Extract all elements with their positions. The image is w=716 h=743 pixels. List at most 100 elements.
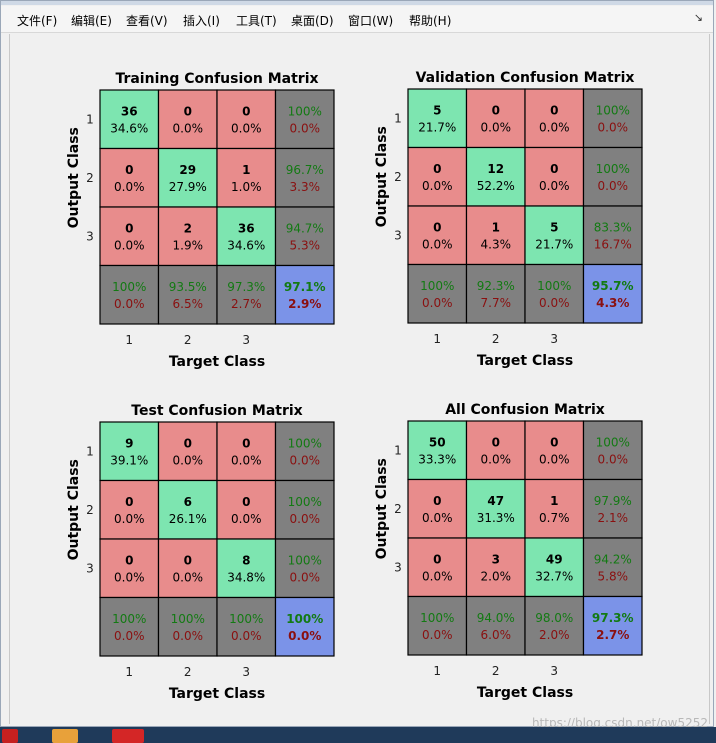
- summary-incorrect: 0.0%: [173, 629, 204, 643]
- matrix-cell: [274, 538, 335, 599]
- cell-percent: 21.7%: [535, 237, 573, 251]
- cell-count: 2: [184, 221, 192, 235]
- matrix-cell: [407, 420, 468, 481]
- matrix-cell: [157, 596, 218, 657]
- cell-percent: 21.7%: [418, 120, 456, 134]
- cell-count: 0: [184, 553, 192, 567]
- matlab-taskbar-icon[interactable]: [52, 729, 78, 743]
- matrix-cell: [274, 206, 335, 267]
- cell-count: 0: [125, 221, 133, 235]
- summary-correct: 97.3%: [227, 280, 265, 294]
- confusion-matrix-panel-3: Test Confusion Matrix939.1%00.0%00.0%100…: [66, 403, 335, 702]
- matrix-cell: [99, 147, 160, 208]
- cell-count: 49: [546, 552, 563, 566]
- confusion-matrix-figure: Training Confusion Matrix3634.6%00.0%00.…: [66, 70, 643, 702]
- taskbar-app-icon[interactable]: [2, 729, 18, 743]
- menu-bar: 文件(F) 编辑(E) 查看(V) 插入(I) 工具(T) 桌面(D) 窗口(W…: [1, 6, 713, 33]
- matrix-cell: [216, 264, 277, 325]
- dock-arrow-icon[interactable]: ↘: [693, 11, 703, 24]
- summary-correct: 100%: [596, 162, 630, 176]
- cell-percent: 34.6%: [110, 121, 148, 135]
- cell-percent: 0.0%: [481, 452, 512, 466]
- matrix-cell: [216, 147, 277, 208]
- y-axis-label: Output Class: [374, 458, 390, 559]
- x-tick-label: 3: [242, 333, 250, 347]
- matrix-cell: [216, 421, 277, 482]
- menu-edit[interactable]: 编辑(E): [71, 14, 112, 28]
- y-tick-label: 3: [86, 229, 94, 243]
- panel-title: Validation Confusion Matrix: [416, 70, 635, 86]
- summary-incorrect: 16.7%: [594, 237, 632, 251]
- summary-incorrect: 6.0%: [481, 628, 512, 642]
- summary-correct: 100%: [420, 611, 454, 625]
- menu-tools[interactable]: 工具(T): [236, 14, 277, 28]
- menu-file[interactable]: 文件(F): [17, 14, 58, 28]
- cell-percent: 0.0%: [422, 511, 453, 525]
- cell-count: 0: [550, 435, 558, 449]
- summary-incorrect: 0.0%: [114, 297, 145, 311]
- summary-incorrect: 0.0%: [598, 120, 629, 134]
- summary-correct: 100%: [288, 553, 322, 567]
- matrix-cell: [465, 88, 526, 149]
- matrix-cell: [465, 595, 526, 656]
- matrix-cell: [582, 146, 643, 207]
- x-tick-label: 1: [433, 332, 441, 346]
- matrix-cell: [274, 479, 335, 540]
- x-axis-label: Target Class: [169, 686, 265, 702]
- title-bar-strip: [1, 1, 713, 5]
- cell-count: 1: [492, 220, 500, 234]
- summary-incorrect: 0.0%: [290, 453, 321, 467]
- matrix-cell: [582, 88, 643, 149]
- cell-count: 1: [550, 494, 558, 508]
- menu-window[interactable]: 窗口(W): [348, 14, 394, 28]
- summary-correct: 100%: [288, 495, 322, 509]
- cell-percent: 0.0%: [231, 121, 262, 135]
- overall-accuracy: 100%: [286, 612, 323, 626]
- matrix-cell: [216, 89, 277, 150]
- summary-incorrect: 2.1%: [598, 511, 629, 525]
- watermark-text: https://blog.csdn.net/ow5252: [531, 716, 708, 730]
- menu-insert[interactable]: 插入(I): [183, 14, 220, 28]
- summary-incorrect: 3.3%: [290, 180, 321, 194]
- cell-count: 0: [550, 162, 558, 176]
- menu-desktop[interactable]: 桌面(D): [291, 14, 334, 28]
- matrix-cell: [524, 478, 585, 539]
- cell-count: 50: [429, 435, 446, 449]
- matrix-cell: [216, 596, 277, 657]
- cell-count: 9: [125, 436, 133, 450]
- menu-view[interactable]: 查看(V): [126, 14, 168, 28]
- panel-title: All Confusion Matrix: [445, 402, 605, 418]
- matrix-cell: [407, 595, 468, 656]
- overall-error: 2.9%: [288, 297, 321, 311]
- y-tick-label: 1: [394, 443, 402, 457]
- confusion-matrix-panel-1: Training Confusion Matrix 36 34.6% 0 0.0% 0 0.…: [66, 71, 335, 370]
- x-tick-label: 1: [433, 664, 441, 678]
- cell-count: 6: [184, 495, 192, 509]
- matrix-cell: [157, 206, 218, 267]
- menu-help[interactable]: 帮助(H): [409, 14, 452, 28]
- summary-correct: 100%: [112, 612, 146, 626]
- matrix-cell: [524, 420, 585, 481]
- summary-correct: 98.0%: [535, 611, 573, 625]
- matrix-cell: [99, 479, 160, 540]
- matrix-cell: [407, 205, 468, 266]
- summary-incorrect: 0.0%: [290, 570, 321, 584]
- matrix-cell: [157, 421, 218, 482]
- cell-count: 0: [125, 553, 133, 567]
- y-tick-label: 2: [394, 502, 402, 516]
- matrix-cell: [582, 205, 643, 266]
- taskbar-app-icon-2[interactable]: [112, 729, 144, 743]
- cell-percent: 0.0%: [422, 569, 453, 583]
- matrix-cell: [99, 264, 160, 325]
- matrix-cell: [157, 264, 218, 325]
- summary-correct: 97.9%: [594, 494, 632, 508]
- cell-count: 0: [433, 494, 441, 508]
- x-tick-label: 1: [125, 333, 133, 347]
- x-axis-label: Target Class: [477, 685, 573, 701]
- cell-percent: 4.3%: [481, 237, 512, 251]
- cell-percent: 33.3%: [418, 452, 456, 466]
- cell-percent: 0.0%: [114, 180, 145, 194]
- matrix-cell: [465, 537, 526, 598]
- cell-percent: 39.1%: [110, 453, 148, 467]
- x-tick-label: 2: [184, 333, 192, 347]
